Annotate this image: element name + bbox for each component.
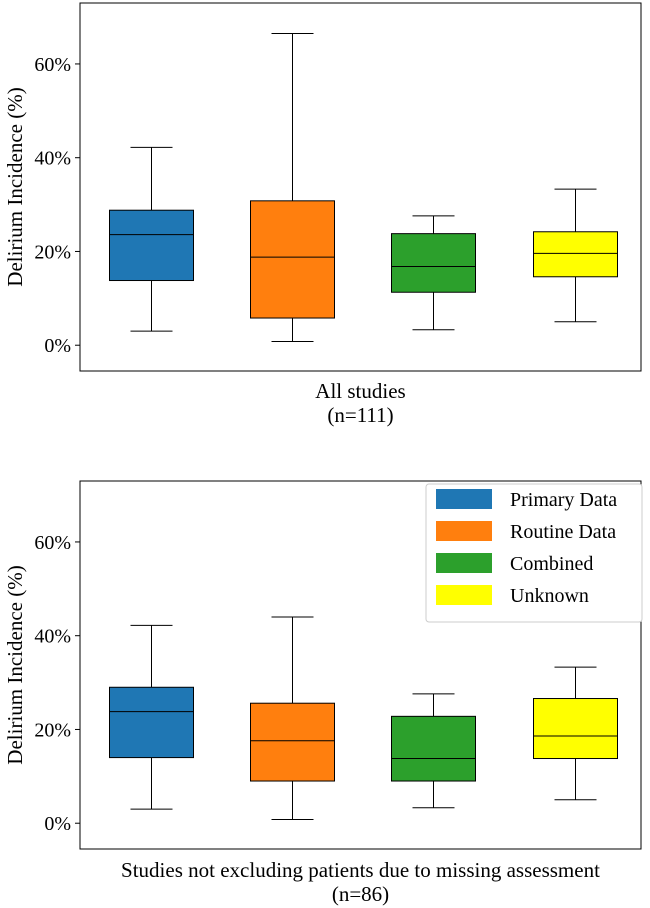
- y-axis-label: Delirium Incidence (%): [3, 565, 27, 764]
- x-axis-label: All studies: [315, 379, 405, 403]
- y-tick-label: 60%: [34, 532, 71, 554]
- legend-item-combined: Combined: [436, 553, 593, 575]
- plot-frame: [79, 2, 642, 372]
- iqr-box: [533, 698, 618, 760]
- iqr-box: [250, 702, 335, 782]
- iqr-box: [391, 233, 476, 293]
- legend-swatch: [436, 553, 492, 573]
- box-unknown: [533, 188, 618, 323]
- box-combined: [391, 693, 476, 809]
- iqr-box: [391, 715, 476, 782]
- legend-item-primary-data: Primary Data: [436, 489, 617, 511]
- y-tick-label: 60%: [34, 54, 71, 76]
- legend-item-routine-data: Routine Data: [436, 521, 616, 543]
- legend-swatch: [436, 585, 492, 605]
- box-primary-data: [109, 146, 194, 332]
- x-axis-label: Studies not excluding patients due to mi…: [121, 858, 600, 882]
- y-tick-label: 20%: [34, 719, 71, 741]
- chart-panel-1: 0% 20% 40% 60% Delirium Incidence (%) All stu…: [3, 2, 642, 427]
- legend-swatch: [436, 521, 492, 541]
- x-axis-label-n: (n=111): [327, 403, 393, 427]
- y-tick-label: 0%: [44, 813, 71, 835]
- legend-label: Unknown: [510, 585, 589, 607]
- legend-label: Combined: [510, 553, 593, 575]
- y-tick-label: 0%: [44, 335, 71, 357]
- iqr-box: [250, 200, 335, 319]
- chart-panel-2: 0% 20% 40% 60% Delirium Incidence (%) Studies…: [3, 480, 643, 906]
- iqr-box: [109, 686, 194, 759]
- legend-label: Primary Data: [510, 489, 617, 511]
- box-primary-data: [109, 624, 194, 810]
- y-tick-label: 40%: [34, 626, 71, 648]
- legend-swatch: [436, 489, 492, 509]
- iqr-box: [533, 231, 618, 278]
- box-routine-data: [250, 616, 335, 820]
- plot-frame: [79, 480, 642, 850]
- box-routine-data: [250, 32, 335, 342]
- y-tick-label: 20%: [34, 241, 71, 263]
- box-combined: [391, 215, 476, 331]
- y-axis-label: Delirium Incidence (%): [3, 87, 27, 286]
- legend: Primary Data Routine Data Combined Unknown: [425, 483, 643, 623]
- legend-label: Routine Data: [510, 521, 616, 543]
- box-unknown: [533, 666, 618, 801]
- iqr-box: [109, 209, 194, 282]
- x-axis-label-n: (n=86): [332, 882, 389, 906]
- legend-item-unknown: Unknown: [436, 585, 589, 607]
- y-tick-label: 40%: [34, 148, 71, 170]
